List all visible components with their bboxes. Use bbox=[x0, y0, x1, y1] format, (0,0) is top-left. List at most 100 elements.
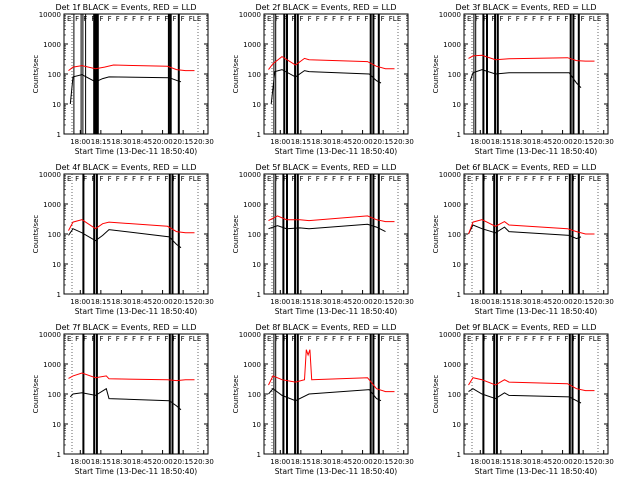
x-axis-label: Start Time (13-Dec-11 18:50:40) bbox=[275, 147, 397, 156]
gap-block bbox=[177, 173, 180, 295]
marker-label: F bbox=[308, 175, 312, 183]
marker-label: F bbox=[548, 175, 552, 183]
lld-series-line bbox=[268, 55, 395, 70]
marker-label: F bbox=[483, 175, 487, 183]
gap-block bbox=[296, 13, 299, 135]
marker-label: F bbox=[508, 175, 512, 183]
marker-label: FL bbox=[389, 15, 397, 23]
x-tick-label: 18:00 bbox=[470, 458, 490, 466]
marker-label: F bbox=[524, 15, 528, 23]
gap-block bbox=[495, 173, 498, 295]
y-axis-label: Counts/sec bbox=[32, 215, 40, 254]
y-tick-label: 10 bbox=[452, 261, 461, 269]
marker-label: F bbox=[516, 175, 520, 183]
marker-label: FL bbox=[589, 15, 597, 23]
marker-label: FL bbox=[589, 335, 597, 343]
x-tick-label: 20:15 bbox=[573, 298, 593, 306]
marker-label: F bbox=[124, 175, 128, 183]
marker-label: F bbox=[116, 15, 120, 23]
y-tick-label: 10 bbox=[52, 261, 61, 269]
x-tick-label: 18:30 bbox=[511, 298, 531, 306]
marker-label: F bbox=[173, 335, 177, 343]
chart-title: Det 6f BLACK = Events, RED = LLD bbox=[455, 163, 596, 172]
marker-label: F bbox=[132, 15, 136, 23]
marker-label: F bbox=[356, 335, 360, 343]
x-tick-label: 18:00 bbox=[270, 458, 290, 466]
marker-label: F bbox=[532, 335, 536, 343]
gap-block bbox=[296, 333, 299, 455]
marker-label: F bbox=[556, 175, 560, 183]
marker-label: F bbox=[356, 175, 360, 183]
events-series-line bbox=[69, 74, 182, 105]
y-axis-label: Counts/sec bbox=[232, 375, 240, 414]
marker-label: E bbox=[397, 175, 401, 183]
marker-label: F bbox=[332, 15, 336, 23]
y-tick-label: 10 bbox=[252, 261, 261, 269]
marker-label: F bbox=[299, 15, 303, 23]
gap-block bbox=[568, 173, 571, 295]
marker-label: F bbox=[99, 175, 103, 183]
marker-label: F bbox=[75, 15, 79, 23]
gap-block bbox=[82, 13, 87, 135]
marker-label: F bbox=[108, 15, 112, 23]
marker-label: F bbox=[540, 15, 544, 23]
x-tick-label: 18:30 bbox=[311, 138, 331, 146]
marker-label: F bbox=[373, 175, 377, 183]
x-axis-label: Start Time (13-Dec-11 18:50:40) bbox=[75, 307, 197, 316]
x-tick-label: 18:45 bbox=[132, 138, 152, 146]
gap-block bbox=[568, 333, 571, 455]
gap-block bbox=[73, 13, 82, 135]
y-tick-label: 10 bbox=[52, 101, 61, 109]
chart-title: Det 4f BLACK = Events, RED = LLD bbox=[55, 163, 196, 172]
marker-label: F bbox=[99, 335, 103, 343]
chart-panel: 1 10 100 1000 10000 18:00 18:15 18:30 18:45 20:00… bbox=[232, 163, 414, 316]
events-series-line bbox=[268, 223, 386, 233]
x-tick-label: 20:30 bbox=[594, 298, 614, 306]
lld-series-line bbox=[268, 215, 395, 223]
marker-label: E bbox=[267, 175, 271, 183]
marker-label: F bbox=[124, 15, 128, 23]
gap-block bbox=[486, 13, 488, 135]
marker-label: F bbox=[356, 15, 360, 23]
marker-label: F bbox=[516, 15, 520, 23]
marker-label: F bbox=[573, 175, 577, 183]
x-tick-label: 18:30 bbox=[311, 458, 331, 466]
gap-block bbox=[495, 333, 498, 455]
marker-label: E bbox=[397, 15, 401, 23]
chart-title: Det 5f BLACK = Events, RED = LLD bbox=[255, 163, 396, 172]
marker-label: F bbox=[173, 175, 177, 183]
marker-label: E bbox=[67, 335, 71, 343]
x-tick-label: 18:45 bbox=[532, 298, 552, 306]
x-tick-label: 18:15 bbox=[491, 138, 511, 146]
gap-block bbox=[571, 333, 574, 455]
x-tick-label: 18:45 bbox=[532, 138, 552, 146]
gap-block bbox=[95, 173, 98, 295]
x-tick-label: 20:15 bbox=[373, 138, 393, 146]
y-tick-label: 100 bbox=[248, 71, 261, 79]
y-tick-label: 100 bbox=[48, 231, 61, 239]
y-tick-label: 100 bbox=[448, 231, 461, 239]
marker-label: F bbox=[181, 175, 185, 183]
marker-label: E bbox=[67, 175, 71, 183]
marker-label: F bbox=[116, 335, 120, 343]
marker-label: F bbox=[316, 335, 320, 343]
gap-block bbox=[82, 333, 85, 455]
marker-label: F bbox=[156, 175, 160, 183]
marker-label: F bbox=[156, 335, 160, 343]
y-tick-label: 10 bbox=[452, 421, 461, 429]
marker-label: FL bbox=[189, 335, 197, 343]
gap-block bbox=[369, 13, 372, 135]
marker-label: F bbox=[283, 175, 287, 183]
marker-label: F bbox=[516, 335, 520, 343]
y-axis-label: Counts/sec bbox=[32, 55, 40, 94]
events-series-line bbox=[68, 228, 182, 249]
y-tick-label: 10000 bbox=[239, 331, 261, 339]
marker-label: E bbox=[197, 335, 201, 343]
marker-label: F bbox=[499, 175, 503, 183]
marker-label: F bbox=[148, 335, 152, 343]
lld-series-line bbox=[68, 64, 195, 72]
lld-series-line bbox=[468, 219, 595, 235]
marker-label: F bbox=[148, 175, 152, 183]
x-tick-label: 20:30 bbox=[594, 138, 614, 146]
